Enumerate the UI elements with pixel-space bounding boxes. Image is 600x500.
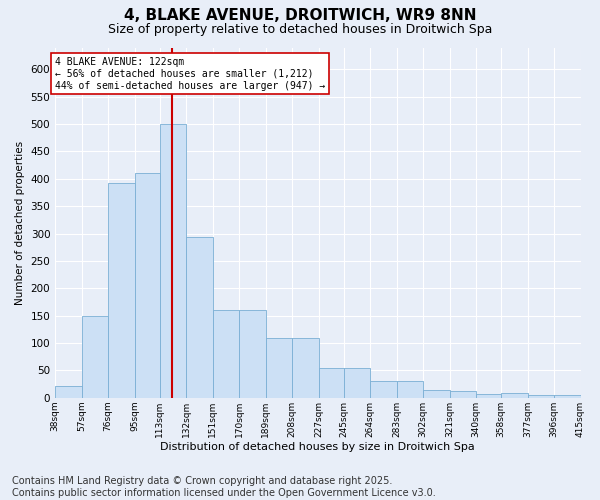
Text: 4 BLAKE AVENUE: 122sqm
← 56% of detached houses are smaller (1,212)
44% of semi-: 4 BLAKE AVENUE: 122sqm ← 56% of detached… <box>55 58 325 90</box>
Bar <box>319 368 344 398</box>
Text: Size of property relative to detached houses in Droitwich Spa: Size of property relative to detached ho… <box>108 22 492 36</box>
Y-axis label: Number of detached properties: Number of detached properties <box>15 140 25 304</box>
Text: 4, BLAKE AVENUE, DROITWICH, WR9 8NN: 4, BLAKE AVENUE, DROITWICH, WR9 8NN <box>124 8 476 22</box>
Bar <box>212 310 239 398</box>
Bar <box>370 382 397 398</box>
Bar <box>501 394 527 398</box>
Bar <box>108 182 134 398</box>
Bar <box>160 124 186 398</box>
X-axis label: Distribution of detached houses by size in Droitwich Spa: Distribution of detached houses by size … <box>160 442 475 452</box>
Bar <box>554 395 581 398</box>
Bar <box>239 310 266 398</box>
Bar <box>423 390 449 398</box>
Bar <box>397 382 423 398</box>
Bar <box>82 316 108 398</box>
Bar <box>344 368 370 398</box>
Bar <box>527 395 554 398</box>
Bar <box>134 173 160 398</box>
Bar <box>266 338 292 398</box>
Text: Contains HM Land Registry data © Crown copyright and database right 2025.
Contai: Contains HM Land Registry data © Crown c… <box>12 476 436 498</box>
Bar <box>55 386 82 398</box>
Bar <box>292 338 319 398</box>
Bar <box>186 238 212 398</box>
Bar <box>449 391 476 398</box>
Bar <box>476 394 501 398</box>
